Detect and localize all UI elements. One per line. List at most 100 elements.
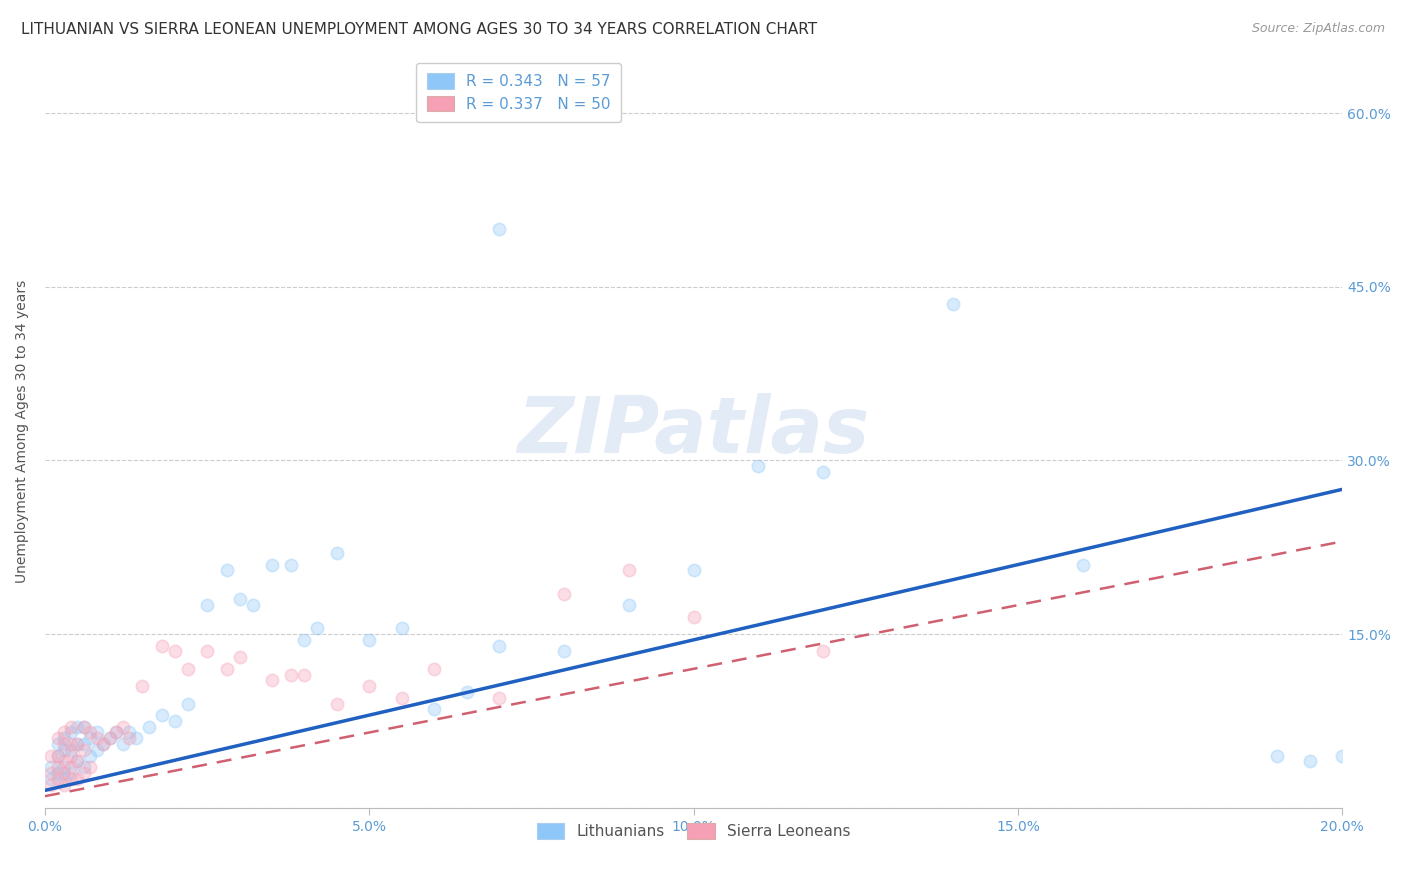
Text: LITHUANIAN VS SIERRA LEONEAN UNEMPLOYMENT AMONG AGES 30 TO 34 YEARS CORRELATION : LITHUANIAN VS SIERRA LEONEAN UNEMPLOYMEN… <box>21 22 817 37</box>
Point <box>86 743 108 757</box>
Point <box>41 766 63 780</box>
Point <box>111 720 134 734</box>
Point <box>326 546 349 560</box>
Point <box>456 685 478 699</box>
Point <box>488 222 510 236</box>
Point <box>195 644 218 658</box>
Point <box>79 748 101 763</box>
Point <box>73 720 96 734</box>
Point <box>73 760 96 774</box>
Point <box>391 690 413 705</box>
Point <box>260 673 283 688</box>
Point <box>41 760 63 774</box>
Point <box>66 737 89 751</box>
Point <box>46 760 69 774</box>
Point <box>553 586 575 600</box>
Legend: Lithuanians, Sierra Leoneans: Lithuanians, Sierra Leoneans <box>530 817 856 846</box>
Point <box>260 558 283 572</box>
Point <box>59 766 82 780</box>
Point <box>391 621 413 635</box>
Point <box>66 737 89 751</box>
Point <box>488 690 510 705</box>
Point <box>1299 755 1322 769</box>
Point <box>59 725 82 739</box>
Point <box>79 760 101 774</box>
Point <box>488 639 510 653</box>
Point <box>59 737 82 751</box>
Point <box>118 725 141 739</box>
Point <box>359 679 381 693</box>
Point <box>294 632 316 647</box>
Point <box>553 644 575 658</box>
Point <box>163 644 186 658</box>
Point <box>228 592 250 607</box>
Point <box>747 459 769 474</box>
Point <box>46 731 69 746</box>
Point <box>118 731 141 746</box>
Point <box>1331 748 1354 763</box>
Point <box>53 743 76 757</box>
Point <box>131 679 153 693</box>
Point <box>1267 748 1289 763</box>
Point <box>46 737 69 751</box>
Y-axis label: Unemployment Among Ages 30 to 34 years: Unemployment Among Ages 30 to 34 years <box>15 280 30 583</box>
Point <box>41 772 63 786</box>
Point <box>294 667 316 681</box>
Text: Source: ZipAtlas.com: Source: ZipAtlas.com <box>1251 22 1385 36</box>
Point <box>53 737 76 751</box>
Point <box>59 760 82 774</box>
Point <box>53 778 76 792</box>
Point <box>215 563 238 577</box>
Point <box>307 621 329 635</box>
Point <box>280 667 302 681</box>
Point <box>59 743 82 757</box>
Point <box>53 772 76 786</box>
Point <box>195 598 218 612</box>
Point <box>98 731 121 746</box>
Point <box>423 702 446 716</box>
Point <box>813 465 835 479</box>
Point <box>942 297 965 311</box>
Point <box>59 772 82 786</box>
Point <box>150 708 173 723</box>
Point <box>46 766 69 780</box>
Point <box>73 743 96 757</box>
Point <box>66 755 89 769</box>
Point <box>53 725 76 739</box>
Point <box>66 755 89 769</box>
Point <box>105 725 128 739</box>
Point <box>682 563 704 577</box>
Point <box>150 639 173 653</box>
Point <box>163 714 186 728</box>
Point <box>59 748 82 763</box>
Point <box>86 731 108 746</box>
Point <box>682 609 704 624</box>
Point <box>98 731 121 746</box>
Point <box>1071 558 1094 572</box>
Point <box>176 697 198 711</box>
Point <box>176 662 198 676</box>
Point <box>359 632 381 647</box>
Point <box>617 598 640 612</box>
Point <box>79 725 101 739</box>
Point <box>73 720 96 734</box>
Point <box>66 772 89 786</box>
Point <box>53 766 76 780</box>
Point <box>53 755 76 769</box>
Point <box>326 697 349 711</box>
Text: ZIPatlas: ZIPatlas <box>517 393 870 469</box>
Point <box>46 748 69 763</box>
Point <box>242 598 264 612</box>
Point <box>46 748 69 763</box>
Point <box>93 737 115 751</box>
Point <box>59 720 82 734</box>
Point <box>46 772 69 786</box>
Point <box>111 737 134 751</box>
Point <box>105 725 128 739</box>
Point <box>423 662 446 676</box>
Point <box>73 766 96 780</box>
Point <box>73 737 96 751</box>
Point <box>41 778 63 792</box>
Point <box>280 558 302 572</box>
Point <box>79 731 101 746</box>
